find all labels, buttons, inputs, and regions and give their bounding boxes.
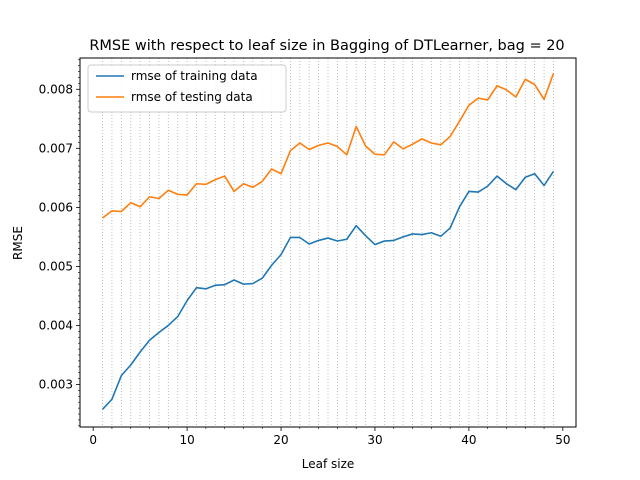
legend: rmse of training data rmse of testing da… [87, 64, 287, 113]
y-tick-label: 0.004 [39, 318, 73, 332]
x-axis-ticks: 0 10 20 30 40 50 [89, 427, 570, 447]
legend-box [87, 64, 287, 113]
legend-label-training: rmse of training data [131, 69, 258, 83]
y-tick-label: 0.008 [39, 82, 73, 96]
x-tick-label: 50 [555, 433, 570, 447]
x-tick-label: 10 [179, 433, 194, 447]
chart-title: RMSE with respect to leaf size in Baggin… [89, 38, 564, 54]
series-line-0 [101, 170, 555, 410]
y-tick-label: 0.005 [39, 259, 73, 273]
series-line-1 [102, 73, 555, 219]
series-lines [101, 73, 555, 410]
x-tick-label: 30 [367, 433, 382, 447]
x-tick-label: 20 [273, 433, 288, 447]
y-tick-label: 0.003 [39, 377, 73, 391]
x-tick-label: 40 [461, 433, 476, 447]
y-tick-label: 0.006 [39, 200, 73, 214]
x-tick-label: 0 [89, 433, 97, 447]
x-axis-label: Leaf size [302, 457, 355, 471]
legend-label-testing: rmse of testing data [131, 90, 253, 104]
y-axis-ticks: 0.003 0.004 0.005 0.006 0.007 0.008 [39, 59, 80, 427]
y-axis-label: RMSE [11, 226, 25, 260]
y-tick-label: 0.007 [39, 141, 73, 155]
